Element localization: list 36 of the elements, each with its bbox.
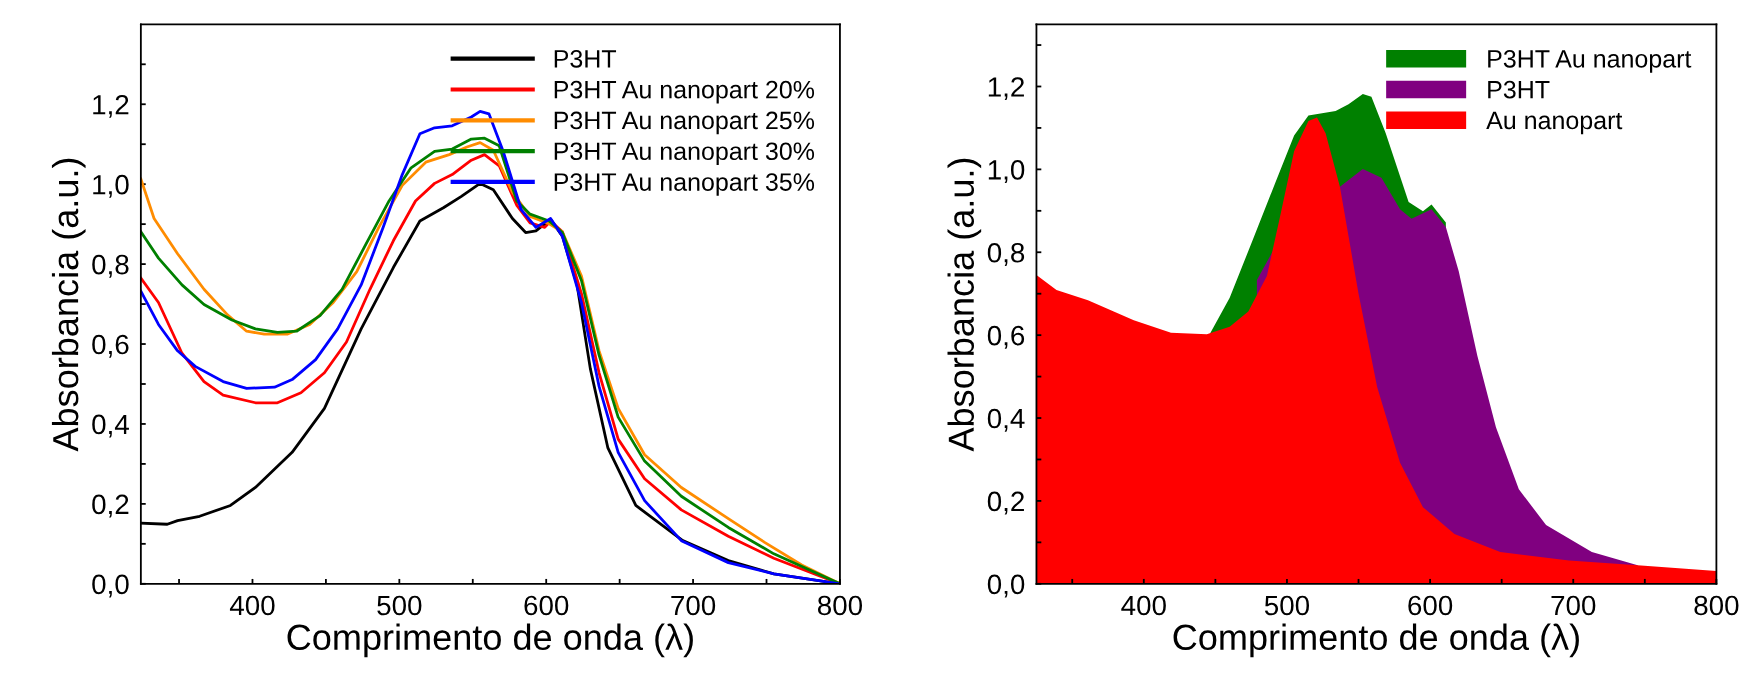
x-tick-label: 500	[1264, 595, 1310, 616]
y-tick-label: 0,6	[92, 334, 129, 358]
x-tick-label: 700	[1551, 595, 1596, 616]
x-axis-title: Comprimento de onda (λ)	[1173, 623, 1579, 658]
x-tick-label: 800	[1694, 595, 1739, 616]
y-tick-label: 0,0	[92, 574, 129, 598]
legend-label: P3HT	[1488, 80, 1550, 99]
y-tick-label: 0,0	[987, 574, 1025, 598]
x-tick-label: 600	[524, 595, 569, 616]
x-tick-label: 400	[1121, 595, 1166, 616]
x-tick-label: 500	[377, 595, 422, 616]
y-tick-label: 0,2	[987, 491, 1024, 515]
y-tick-label: 0,8	[92, 254, 129, 278]
y-axis-title: Absorbancia (a.u.)	[947, 158, 982, 452]
x-axis-title: Comprimento de onda (λ)	[287, 623, 693, 658]
y-tick-label: 0,8	[987, 242, 1025, 266]
legend-label: P3HT	[554, 49, 617, 68]
x-tick-label: 600	[1408, 595, 1453, 616]
y-tick-label: 0,6	[987, 325, 1025, 349]
y-tick-label: 1,2	[988, 77, 1024, 101]
x-tick-label: 400	[229, 595, 275, 616]
y-tick-label: 0,2	[92, 494, 129, 518]
y-axis-title: Absorbancia (a.u.)	[51, 158, 86, 452]
legend-label: Au nanopart	[1486, 111, 1623, 135]
legend-label: P3HT Au nanopart 25%	[554, 111, 815, 135]
y-tick-label: 0,4	[987, 408, 1025, 432]
y-tick-label: 1,0	[93, 174, 129, 198]
legend-label: P3HT Au nanopart 30%	[554, 142, 815, 166]
x-tick-label: 700	[671, 595, 716, 616]
y-tick-label: 1,0	[988, 160, 1025, 183]
x-tick-label: 800	[817, 595, 863, 616]
legend-label: P3HT Au nanopart	[1488, 49, 1692, 73]
legend-label: P3HT Au nanopart 35%	[554, 173, 815, 196]
legend-label: P3HT Au nanopart 20%	[554, 80, 815, 104]
y-tick-label: 0,4	[92, 414, 129, 438]
y-tick-label: 1,2	[93, 94, 129, 118]
